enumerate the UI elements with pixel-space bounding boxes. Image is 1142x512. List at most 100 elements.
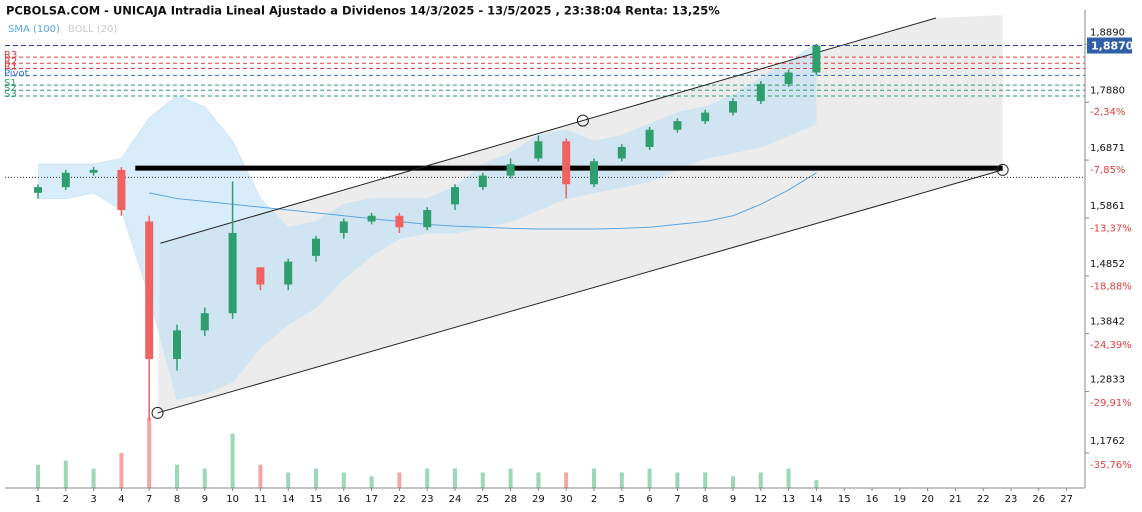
x-tick-label: 13 (782, 494, 795, 505)
candle-body (534, 141, 543, 159)
candle-body (812, 45, 821, 73)
x-tick-label: 24 (449, 494, 462, 505)
volume-bar (63, 460, 68, 488)
volume-bar (369, 476, 374, 488)
y2-tick-label: -29,91% (1090, 398, 1132, 409)
y2-tick-label: -35,76% (1090, 460, 1132, 471)
x-tick-label: 5 (619, 494, 625, 505)
y-tick-label: 1,7880 (1090, 85, 1125, 96)
volume-bar (731, 476, 735, 488)
x-tick-label: 20 (921, 494, 934, 505)
candle-body (145, 221, 154, 360)
x-tick-label: 8 (702, 494, 708, 505)
x-tick-label: 29 (532, 494, 545, 505)
x-tick-label: 16 (866, 494, 879, 505)
candle-body (89, 169, 98, 173)
candle-body (34, 187, 42, 193)
x-tick-label: 21 (949, 494, 962, 505)
x-tick-label: 10 (226, 494, 239, 505)
candle-body (451, 187, 459, 205)
pivot-label: S1 (4, 78, 17, 89)
volume-bar (119, 453, 124, 488)
anchor-point (576, 114, 589, 127)
volume-bar (314, 468, 318, 488)
y2-tick-label: -7,85% (1090, 165, 1125, 176)
candle-body (256, 267, 265, 285)
y-tick-label: 1,4852 (1090, 259, 1125, 270)
anchor-point (151, 406, 164, 419)
y2-tick-label: -18,88% (1090, 282, 1132, 293)
volume-bar (202, 468, 207, 488)
candle-body (562, 141, 571, 185)
volume-bar (258, 464, 263, 488)
candle-body (339, 221, 348, 233)
candle-body (284, 261, 293, 285)
trendline (160, 17, 937, 244)
candle-body (478, 175, 487, 188)
y2-tick-label: -13,37% (1090, 224, 1132, 235)
pivot-label: R2 (4, 56, 17, 67)
candle-body (312, 238, 320, 256)
pivot-label: S3 (4, 89, 17, 100)
x-tick-label: 9 (202, 494, 208, 505)
volume-bar (147, 418, 152, 488)
x-tick-label: 15 (838, 494, 851, 505)
candle-body (423, 210, 432, 228)
volume-bar (286, 472, 291, 488)
volume-bar (786, 468, 791, 488)
y2-tick-label: -24,39% (1090, 340, 1132, 351)
candle-body (756, 83, 765, 102)
candle-body (506, 164, 515, 176)
volume-bar (397, 472, 402, 488)
last-price-box (1087, 37, 1132, 54)
volume-bar (758, 472, 763, 488)
candle-body (784, 72, 793, 84)
volume-bar (175, 464, 179, 488)
candle-body (228, 232, 237, 314)
x-tick-label: 19 (893, 494, 906, 505)
x-tick-label: 30 (560, 494, 573, 505)
x-tick-label: 22 (393, 494, 406, 505)
candle-body (117, 169, 126, 211)
volume-bar (647, 468, 652, 488)
candle-body (701, 112, 710, 122)
candle-body (61, 172, 70, 188)
boll-upper (38, 43, 817, 228)
volume-bar (675, 472, 680, 488)
y-tick-label: 1,6871 (1090, 143, 1125, 154)
volume-bar (453, 468, 457, 488)
volume-bar (341, 472, 346, 488)
x-tick-label: 14 (282, 494, 295, 505)
candle-body (395, 215, 404, 228)
y-tick-label: 1,2833 (1090, 375, 1125, 386)
sma-line (149, 172, 817, 230)
x-tick-label: 17 (365, 494, 378, 505)
volume-bar (564, 472, 569, 488)
x-tick-label: 1 (35, 494, 41, 505)
last-price-label: 1,8870 (1091, 40, 1134, 53)
chart-title: PCBOLSA.COM - UNICAJA Intradia Lineal Aj… (6, 4, 720, 18)
volume-bar (36, 464, 40, 488)
x-tick-label: 12 (754, 494, 767, 505)
candle-body (367, 215, 376, 222)
x-tick-label: 16 (337, 494, 350, 505)
candle-body (673, 121, 682, 130)
volume-bar (703, 472, 708, 488)
volume-bar (592, 468, 596, 488)
volume-bar (814, 480, 819, 488)
x-tick-label: 28 (504, 494, 517, 505)
pivot-label: Pivot (4, 68, 29, 79)
x-tick-label: 9 (730, 494, 736, 505)
candle-body (729, 101, 737, 113)
x-tick-label: 7 (146, 494, 152, 505)
volume-bar (425, 468, 430, 488)
x-tick-label: 6 (646, 494, 652, 505)
y-tick-label: 1,1762 (1090, 436, 1125, 447)
volume-bar (508, 468, 513, 488)
y-tick-label: 1,8890 (1090, 27, 1125, 38)
x-tick-label: 14 (810, 494, 823, 505)
pivot-label: R1 (4, 61, 17, 72)
